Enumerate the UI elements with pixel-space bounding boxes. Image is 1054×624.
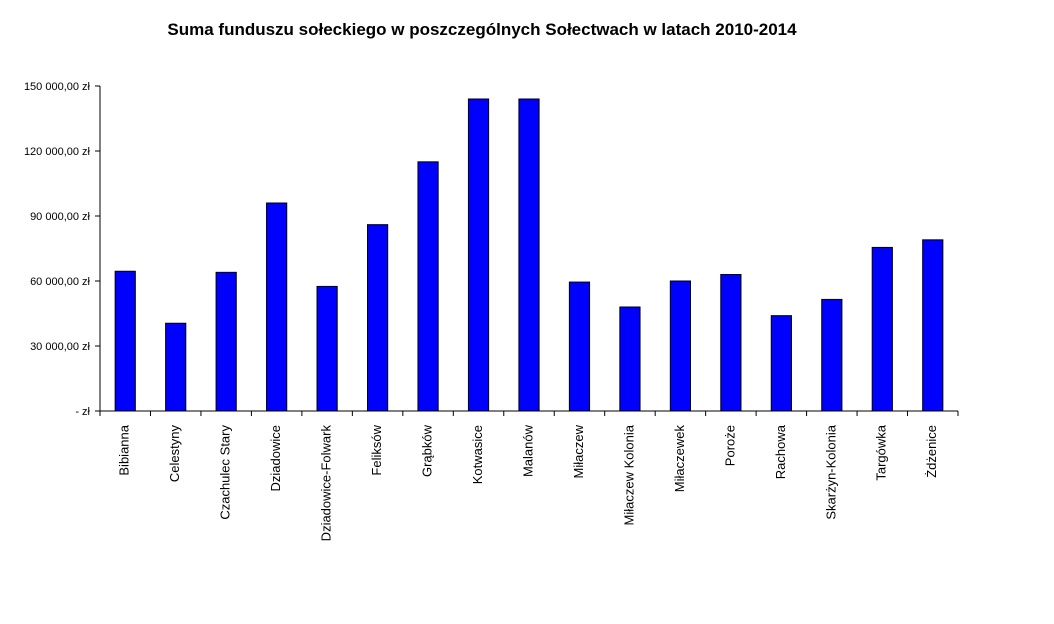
x-tick-label: Feliksów	[369, 424, 384, 475]
bar	[366, 224, 389, 412]
x-tick-label: Rachowa	[773, 424, 788, 479]
x-tick-label: Skarżyn-Kolonia	[823, 424, 838, 519]
bar	[669, 280, 692, 412]
x-tick-label: Targówka	[874, 424, 889, 480]
y-tick-label: 60 000,00 zł	[30, 276, 90, 288]
y-tick-label: - zł	[75, 406, 90, 418]
bar	[165, 322, 187, 412]
bar	[922, 239, 944, 412]
chart-title: Suma funduszu sołeckiego w poszczególnyc…	[167, 20, 797, 39]
x-tick-label: Dziadowice	[268, 425, 283, 491]
bar	[114, 270, 136, 412]
bar	[770, 315, 792, 412]
y-tick-label: 90 000,00 zł	[30, 211, 90, 223]
x-tick-label: Miłaczew	[571, 424, 586, 478]
x-tick-label: Bibianna	[117, 424, 132, 475]
bar	[871, 246, 893, 412]
bars	[114, 98, 944, 412]
x-tick-label: Celestyny	[167, 425, 182, 483]
bar	[568, 281, 591, 412]
bar	[467, 98, 490, 412]
x-tick-label: Malanów	[520, 424, 535, 477]
bar	[720, 274, 742, 412]
bar	[821, 298, 843, 412]
bar	[266, 202, 288, 412]
x-tick-label: Miłaczewek	[672, 425, 687, 493]
bar	[215, 271, 237, 412]
bar	[518, 98, 540, 412]
x-tick-label: Dziadowice-Folwark	[319, 425, 334, 542]
x-tick-label: Kotwasice	[470, 425, 485, 484]
x-tick-label: Grąbków	[419, 424, 434, 477]
y-tick-label: 30 000,00 zł	[30, 341, 90, 353]
y-tick-label: 120 000,00 zł	[24, 146, 91, 158]
x-tick-label: Poroże	[722, 425, 737, 466]
x-tick-label: Żdżenice	[924, 425, 939, 478]
bar	[316, 285, 338, 412]
bar	[619, 306, 641, 412]
x-axis: Bibianna Celestyny Czachulec Stary Dziadowi…	[99, 411, 959, 542]
y-axis: - zł 30 000,00 zł 60 000,00 zł 90 000,00 zł…	[24, 81, 100, 418]
y-tick-label: 150 000,00 zł	[24, 81, 91, 93]
x-tick-label: Miłaczew Kolonia	[621, 424, 636, 525]
x-tick-label: Czachulec Stary	[218, 425, 233, 520]
bar	[417, 161, 439, 412]
